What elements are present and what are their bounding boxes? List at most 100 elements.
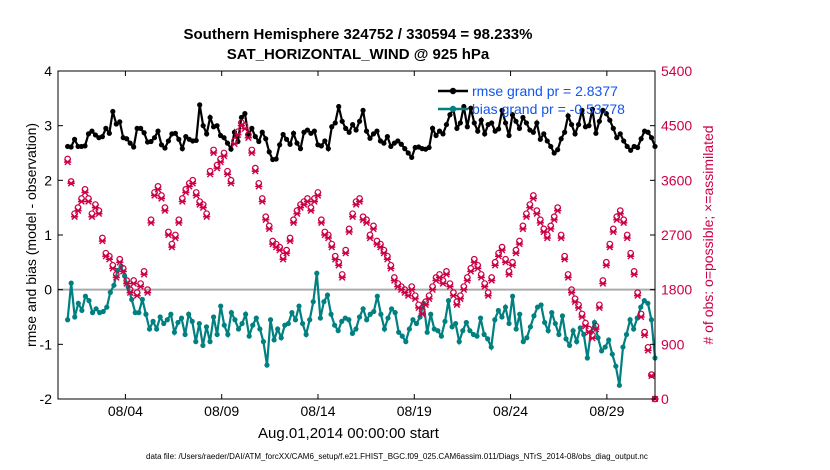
bias-point <box>186 311 192 317</box>
bias-point <box>207 339 213 345</box>
bias-point <box>467 328 473 334</box>
bias-point <box>481 331 487 338</box>
rmse-point <box>221 135 227 141</box>
assimilated-obs-point <box>116 259 124 266</box>
rmse-point <box>523 120 530 126</box>
bias-point <box>196 320 202 327</box>
assimilated-obs-point <box>328 243 336 251</box>
possible-obs-point <box>648 371 655 379</box>
assimilated-obs-point <box>536 219 544 227</box>
bias-point <box>82 293 89 299</box>
rmse-point <box>568 121 575 128</box>
bias-point <box>413 320 420 327</box>
assimilated-obs-point <box>494 252 503 260</box>
bias-point <box>328 311 334 317</box>
assimilated-obs-point <box>189 180 197 187</box>
bias-point <box>495 307 501 314</box>
assimilated-obs-point <box>435 274 444 281</box>
assimilated-obs-point <box>383 256 391 263</box>
assimilated-obs-point <box>244 134 252 142</box>
bias-point <box>324 292 331 298</box>
assimilated-obs-point <box>644 347 652 354</box>
rmse-point <box>603 111 609 117</box>
assimilated-obs-point <box>595 304 603 312</box>
x-tick-label: 08/29 <box>589 403 624 419</box>
rmse-point <box>193 137 199 144</box>
rmse-point <box>318 143 324 149</box>
y-left-tick-label: 3 <box>44 118 52 134</box>
rmse-point <box>426 144 432 151</box>
y-left-tick-label: -2 <box>40 391 53 407</box>
assimilated-obs-point <box>171 234 179 242</box>
bias-point <box>307 317 313 323</box>
bias-point <box>214 331 220 338</box>
bias-point <box>392 310 398 316</box>
rmse-point <box>280 131 286 138</box>
assimilated-obs-point <box>380 249 388 257</box>
bias-point <box>556 331 562 338</box>
assimilated-obs-point <box>498 246 506 254</box>
assimilated-obs-point <box>554 207 562 214</box>
bias-point <box>627 317 633 323</box>
rmse-point <box>513 118 519 124</box>
bias-point <box>157 314 163 320</box>
x-tick-label: 08/04 <box>108 403 143 419</box>
y-right-tick-label: 2700 <box>661 227 692 243</box>
assimilated-obs-point <box>529 195 537 202</box>
bias-point <box>168 311 174 317</box>
bias-point <box>506 320 512 327</box>
rmse-point <box>322 138 328 144</box>
rmse-point <box>551 150 557 156</box>
assimilated-obs-point <box>522 213 531 221</box>
bias-point <box>552 320 558 327</box>
assimilated-obs-point <box>355 198 364 205</box>
chart-title: Southern Hemisphere 324752 / 330594 = 98… <box>183 26 533 43</box>
y-right-tick-label: 5400 <box>661 63 692 79</box>
bias-point <box>239 320 245 327</box>
bias-point <box>143 311 149 317</box>
x-axis-label: Aug.01,2014 00:00:00 start <box>258 425 439 442</box>
assimilated-obs-point <box>88 213 96 221</box>
assimilated-obs-point <box>634 292 642 300</box>
y-right-tick-label: 4500 <box>661 118 692 134</box>
assimilated-obs-point <box>585 328 593 336</box>
assimilated-obs-point <box>150 192 159 199</box>
assimilated-obs-point <box>501 259 510 266</box>
bias-point <box>609 351 615 357</box>
assimilated-obs-point <box>376 243 385 251</box>
rmse-point <box>558 136 564 142</box>
assimilated-obs-point <box>227 180 235 187</box>
bias-point <box>599 348 605 354</box>
assimilated-obs-point <box>276 246 284 254</box>
assimilated-obs-point <box>307 207 315 214</box>
assimilated-obs-point <box>241 125 249 132</box>
bias-point <box>460 328 466 334</box>
rmse-point <box>336 103 342 110</box>
bias-point <box>104 304 110 310</box>
bias-point <box>542 319 548 326</box>
assimilated-obs-point <box>143 289 152 296</box>
rmse-point <box>572 131 578 137</box>
rmse-point <box>405 150 411 156</box>
assimilated-obs-point <box>98 237 106 245</box>
y-left-tick-label: 4 <box>44 63 52 79</box>
assimilated-obs-point <box>366 234 374 242</box>
bias-point <box>264 362 270 368</box>
bias-point <box>154 326 160 332</box>
bias-point <box>367 311 373 317</box>
assimilated-obs-point <box>168 243 176 251</box>
assimilated-obs-point <box>463 277 471 284</box>
rmse-point <box>600 107 606 113</box>
rmse-point <box>277 142 283 148</box>
bias-point <box>385 315 391 321</box>
assimilated-obs-point <box>338 274 346 281</box>
bias-point <box>396 329 402 335</box>
assimilated-obs-point <box>182 189 190 196</box>
rmse-point <box>256 138 262 145</box>
y-left-tick-label: -1 <box>40 336 53 352</box>
assimilated-obs-point <box>105 256 113 263</box>
y-axis-right-label: # of obs: o=possible; ×=assimilated <box>700 125 716 344</box>
assimilated-obs-point <box>178 198 186 205</box>
rmse-point <box>638 136 644 142</box>
bias-point <box>563 336 569 342</box>
